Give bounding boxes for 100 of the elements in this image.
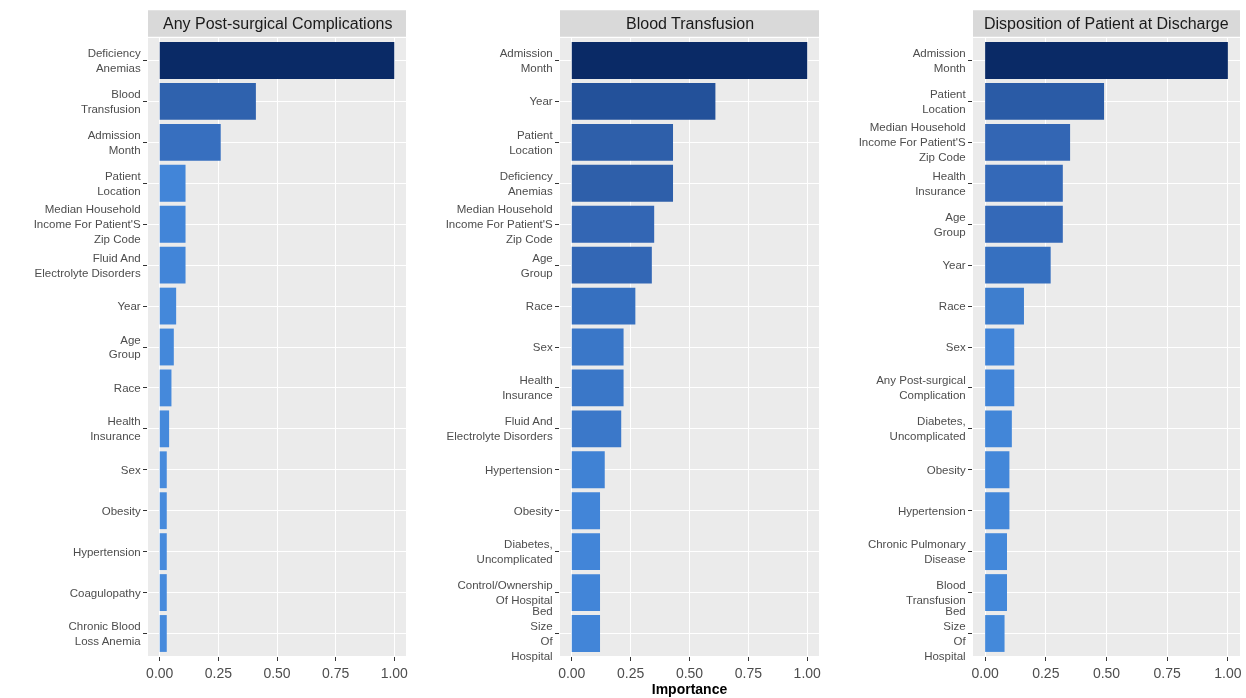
y-tick-label: Blood Transfusion — [81, 87, 141, 115]
y-tick-label: Age Group — [933, 210, 966, 238]
x-tick-label: 0.50 — [675, 664, 704, 681]
y-tick-label: Control/Ownership Of Hospital — [457, 579, 553, 607]
y-tick-label: Obesity — [101, 504, 141, 517]
y-tick-label: Diabetes, Uncomplicated — [889, 415, 966, 443]
x-tick-label: 0.75 — [322, 664, 350, 681]
y-tick-label: Deficiency Anemias — [499, 169, 553, 197]
bar — [985, 533, 1007, 571]
y-tick-label: Deficiency Anemias — [87, 47, 141, 75]
bar — [571, 42, 808, 79]
y-tick-label: Patient Location — [509, 128, 554, 156]
y-tick-label: Bed Size Of Hospital — [924, 605, 967, 662]
chart-title: Disposition of Patient at Discharge — [984, 15, 1229, 32]
y-tick-label: Obesity — [513, 504, 553, 517]
chart-title: Blood Transfusion — [626, 15, 755, 32]
x-tick-label: 1.00 — [380, 664, 409, 681]
y-tick-label: Fluid And Electrolyte Disorders — [34, 251, 141, 279]
bar — [985, 164, 1063, 202]
bar — [985, 328, 1015, 366]
x-tick-label: 0.50 — [263, 664, 291, 681]
y-tick-label: Patient Location — [922, 87, 967, 115]
bar — [571, 615, 601, 652]
bar — [571, 410, 622, 448]
y-tick-label: Sex — [945, 341, 966, 354]
y-tick-label: Race — [113, 381, 141, 394]
bar — [571, 533, 601, 571]
y-tick-label: Fluid And Electrolyte Disorders — [446, 415, 553, 443]
bar — [159, 451, 167, 489]
bar — [985, 410, 1012, 448]
y-tick-label: Year — [942, 259, 966, 272]
y-tick-label: Coagulopathy — [69, 586, 141, 599]
chart-title: Any Post-surgical Complications — [163, 15, 393, 32]
bar — [571, 574, 601, 611]
bar — [159, 533, 167, 571]
bar — [571, 246, 652, 284]
y-tick-label: Sex — [120, 463, 141, 476]
bar — [985, 123, 1071, 161]
bar — [571, 451, 605, 489]
bar — [159, 492, 167, 530]
x-tick-label: 0.25 — [204, 664, 233, 681]
y-tick-label: Race — [938, 300, 966, 313]
bar — [159, 123, 221, 161]
y-tick-label: Chronic Blood Loss Anemia — [68, 620, 142, 647]
bar — [985, 42, 1228, 79]
bar — [159, 369, 172, 407]
y-tick-label: Median Household Income For Patient'S Zip Code — [858, 121, 967, 164]
y-tick-label: Diabetes, Uncomplicated — [476, 538, 553, 566]
y-tick-label: Age Group — [520, 251, 553, 279]
y-tick-label: Patient Location — [97, 169, 142, 197]
bar — [571, 123, 674, 161]
y-tick-label: Hypertension — [484, 463, 553, 476]
bar — [985, 615, 1005, 652]
x-tick-label: 0.25 — [1032, 664, 1060, 681]
bar — [985, 287, 1024, 325]
y-tick-label: Hypertension — [897, 504, 966, 517]
x-tick-label: 0.00 — [971, 664, 999, 681]
bar — [571, 328, 624, 366]
y-tick-label: Race — [525, 300, 553, 313]
y-tick-label: Blood Transfusion — [906, 579, 966, 607]
bar — [159, 410, 170, 448]
bar — [985, 451, 1010, 489]
y-tick-label: Bed Size Of Hospital — [511, 605, 554, 662]
bar — [159, 83, 256, 120]
x-tick-label: 0.75 — [734, 664, 763, 681]
x-tick-label: 0.25 — [617, 664, 645, 681]
bar — [159, 205, 186, 243]
x-tick-label: 0.00 — [146, 664, 174, 681]
y-tick-label: Health Insurance — [502, 374, 553, 402]
x-tick-label: 1.00 — [1214, 664, 1242, 681]
y-tick-label: Admission Month — [912, 47, 966, 75]
x-axis-title: Importance — [651, 681, 728, 698]
bar — [159, 246, 186, 284]
bar — [985, 492, 1010, 530]
bar — [985, 246, 1051, 284]
y-tick-label: Admission Month — [499, 47, 553, 75]
bar — [985, 83, 1105, 120]
bar — [571, 164, 674, 202]
x-tick-label: 0.00 — [558, 664, 586, 681]
bar — [159, 164, 186, 202]
y-tick-label: Sex — [532, 341, 553, 354]
y-tick-label: Hypertension — [72, 545, 141, 558]
y-tick-label: Median Household Income For Patient'S Zip Code — [445, 203, 554, 246]
bar — [159, 287, 177, 325]
bar — [159, 574, 167, 611]
y-tick-label: Obesity — [926, 463, 966, 476]
y-tick-label: Health Insurance — [915, 169, 966, 197]
x-tick-label: 1.00 — [793, 664, 822, 681]
x-tick-label: 0.50 — [1092, 664, 1121, 681]
y-tick-label: Year — [117, 300, 141, 313]
y-tick-label: Admission Month — [87, 128, 141, 156]
bar — [159, 615, 167, 652]
bar — [985, 369, 1015, 407]
bar — [985, 205, 1063, 243]
bar — [985, 574, 1007, 611]
bar — [571, 83, 716, 120]
bar — [159, 42, 395, 79]
bar — [571, 205, 655, 243]
x-tick-label: 0.75 — [1153, 664, 1182, 681]
y-tick-label: Year — [529, 95, 553, 108]
